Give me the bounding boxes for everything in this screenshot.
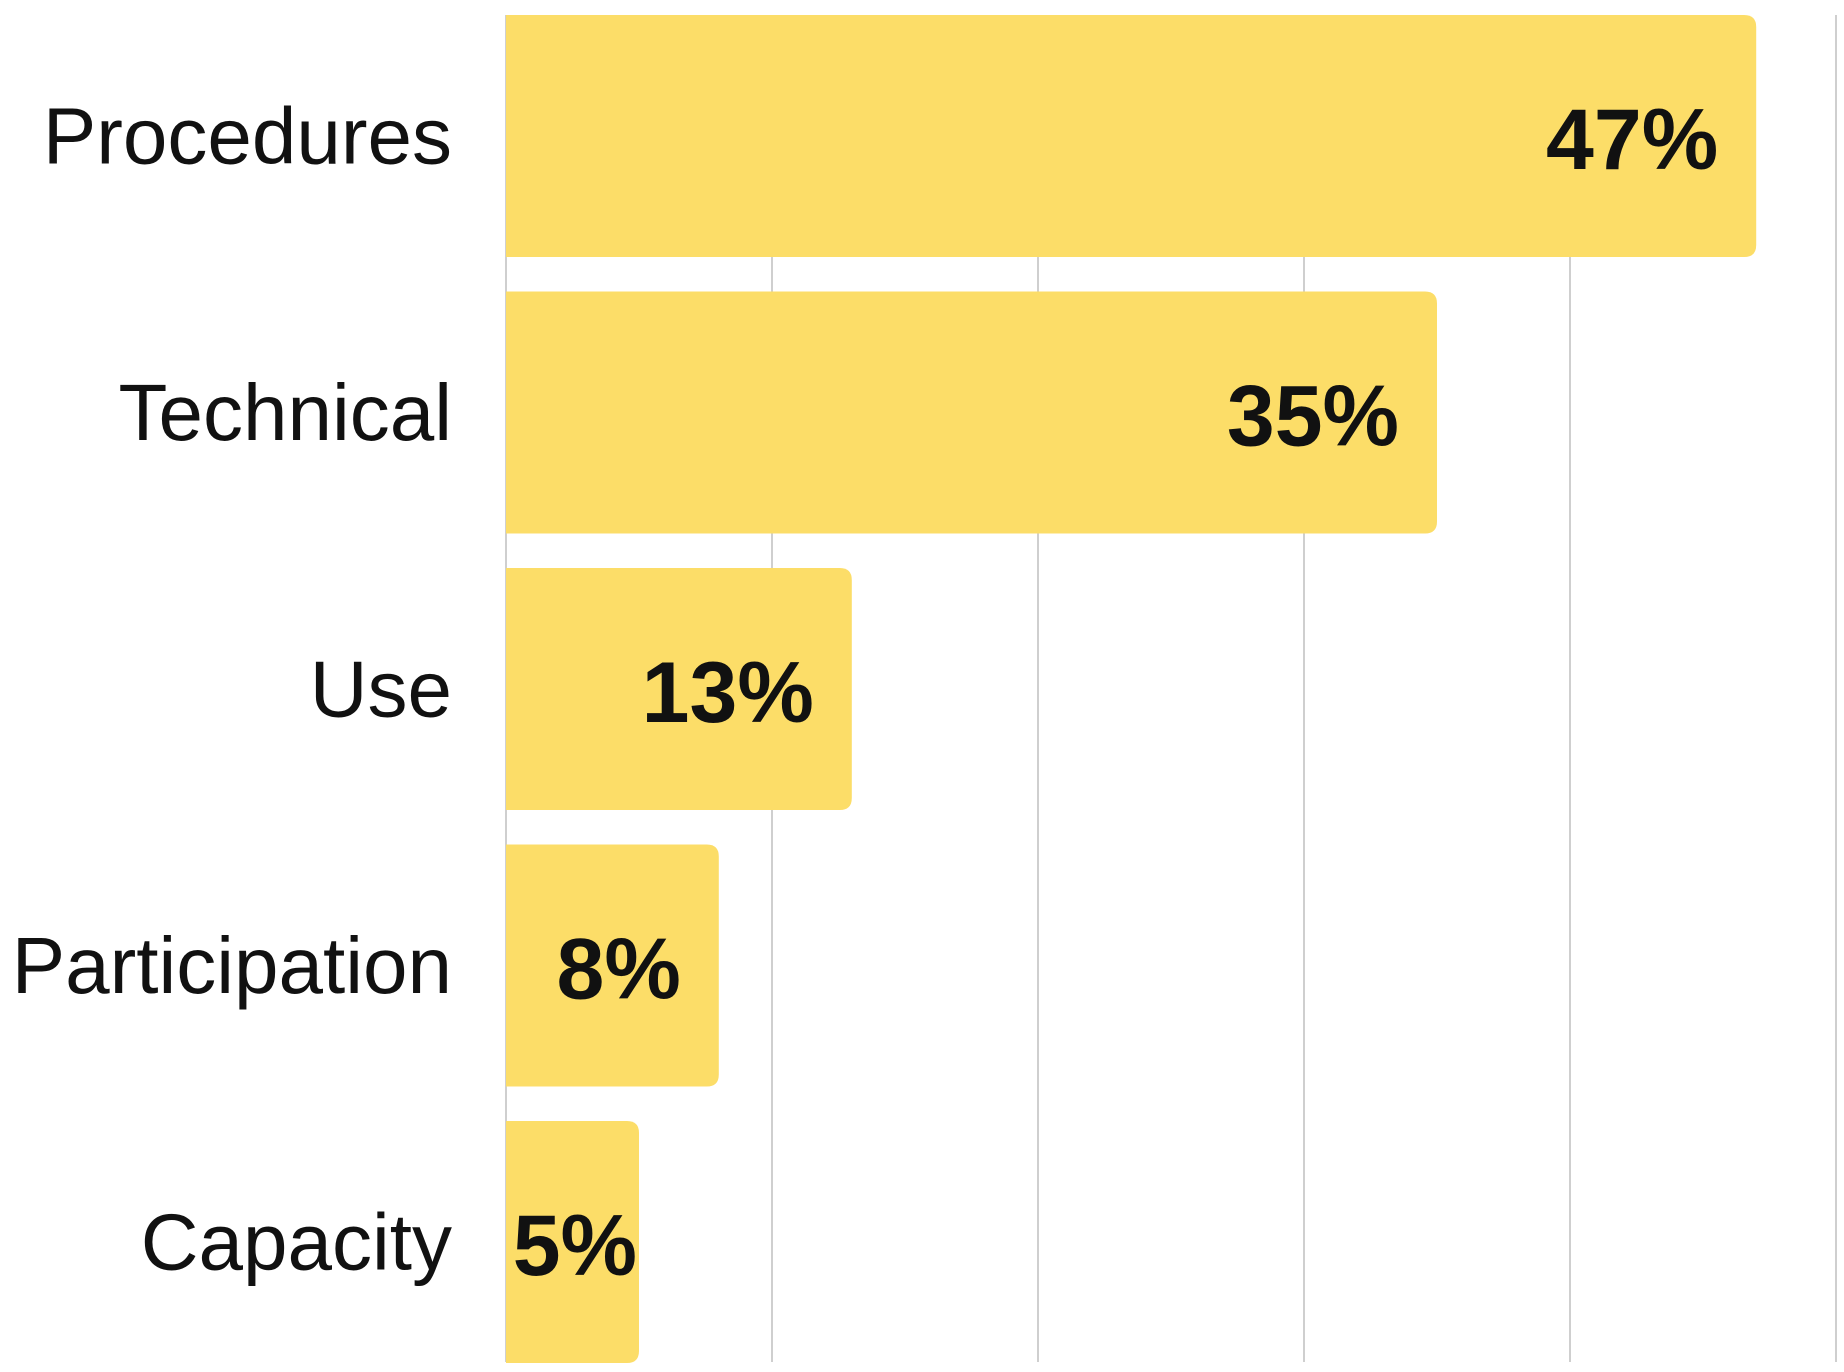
- category-label-use: Use: [310, 645, 452, 734]
- value-label-use: 13%: [642, 645, 814, 741]
- bar-technical: [506, 291, 1437, 534]
- bar-participation: [506, 844, 719, 1087]
- category-label-capacity: Capacity: [141, 1198, 452, 1287]
- value-label-capacity: 5%: [513, 1198, 637, 1294]
- bar-capacity: [506, 1121, 639, 1363]
- bar-procedures: [506, 15, 1757, 257]
- value-label-participation: 8%: [557, 922, 681, 1018]
- labels: Procedures 47% Technical 35% Use 13% Participa…: [12, 92, 1718, 1295]
- bar-use: [506, 568, 852, 810]
- category-label-technical: Technical: [118, 368, 452, 457]
- value-label-technical: 35%: [1227, 369, 1399, 465]
- value-label-procedures: 47%: [1546, 92, 1718, 188]
- category-label-participation: Participation: [12, 921, 452, 1010]
- bars: [506, 15, 1757, 1363]
- category-label-procedures: Procedures: [43, 92, 452, 181]
